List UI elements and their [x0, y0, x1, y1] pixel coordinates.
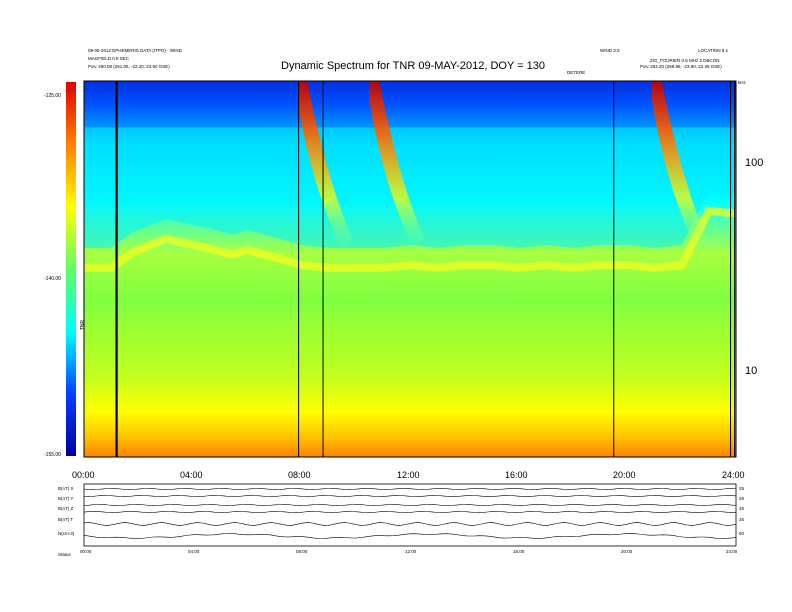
header-right-line3: Pos: 252.20 (259.88, -23.90, 22.35 GSE) — [640, 64, 722, 69]
timeseries-line-5 — [83, 533, 737, 539]
x-tick-0: 00:00 — [72, 470, 95, 480]
timeseries-line-1 — [83, 495, 737, 497]
x-tick-6: 24:00 — [722, 470, 745, 480]
ts-x-tick-5: 20:00 — [621, 549, 633, 554]
spectrum-frame — [83, 80, 737, 458]
ts-label-bt: B(nT) T — [58, 517, 74, 522]
ts-right-2: 25 — [739, 506, 745, 511]
header-right-line1b: LOCATION 8.1 — [698, 48, 729, 53]
ts-label-by: B(nT) Y — [58, 496, 74, 501]
timeseries-panel — [83, 483, 737, 547]
ts-right-3: 25 — [739, 517, 745, 522]
header-left-line2: MAGFIELD 0.8 SEC — [88, 56, 130, 61]
timeseries-line-3 — [83, 511, 736, 513]
ts-x-tick-2: 08:00 — [296, 549, 308, 554]
ts-label-n: N(cm-3) — [58, 531, 75, 536]
colorbar — [66, 82, 76, 456]
plasma-line-ridge — [84, 206, 737, 272]
colorbar-tick-2: -155.00 — [44, 452, 61, 458]
spectrum-plot — [83, 80, 737, 458]
header-right-line1a: WIND 3.0 — [600, 48, 620, 53]
ts-right-0: 25 — [739, 486, 745, 491]
timeseries-line-4 — [83, 522, 737, 526]
header-left-line3: Pos: 250.08 (251.05, -22.20, 23.60 GSE) — [88, 64, 170, 69]
x-tick-3: 12:00 — [397, 470, 420, 480]
timeseries-frame — [83, 483, 737, 547]
ts-label-bz: B(nT) Z — [58, 506, 74, 511]
timeseries-line-0 — [83, 488, 737, 490]
timeseries-line-2 — [83, 504, 737, 506]
ts-label-bx: B(nT) X — [58, 486, 74, 491]
header-right-corner-label: kHz — [738, 80, 746, 85]
ts-x-tick-6: 24:00 — [726, 549, 738, 554]
burst-0 — [297, 81, 353, 251]
x-tick-4: 16:00 — [505, 470, 528, 480]
ts-x-tick-1: 04:00 — [188, 549, 200, 554]
x-tick-1: 04:00 — [180, 470, 203, 480]
colorbar-tick-0: -125.00 — [44, 93, 61, 99]
page-title: Dynamic Spectrum for TNR 09-MAY-2012, DO… — [281, 60, 546, 72]
colorbar-gradient — [66, 82, 76, 456]
x-tick-2: 08:00 — [288, 470, 311, 480]
header-right-line2: ZIG_FOURIER 0.5 MHz 2 DBCON — [650, 58, 720, 63]
y-tick-10: 10 — [745, 365, 758, 377]
x-tick-5: 20:00 — [613, 470, 636, 480]
y-tick-100: 100 — [745, 157, 764, 169]
ts-label-status: Status — [58, 552, 71, 557]
colorbar-tick-1: -140.00 — [44, 276, 61, 282]
burst-2 — [651, 81, 707, 251]
ts-x-tick-4: 16:00 — [513, 549, 525, 554]
ts-x-tick-0: 00:00 — [80, 549, 92, 554]
header-center-right-label: DETERE — [567, 70, 586, 75]
header-left-line1: 09-05-2012 EPHEMERIS DATA (ITPO) - WIND — [88, 48, 182, 53]
ts-right-4: 50 — [739, 531, 745, 536]
cyan-region — [84, 127, 736, 248]
ts-right-1: 25 — [739, 496, 745, 501]
burst-1 — [369, 81, 425, 251]
ts-x-tick-3: 12:00 — [405, 549, 417, 554]
